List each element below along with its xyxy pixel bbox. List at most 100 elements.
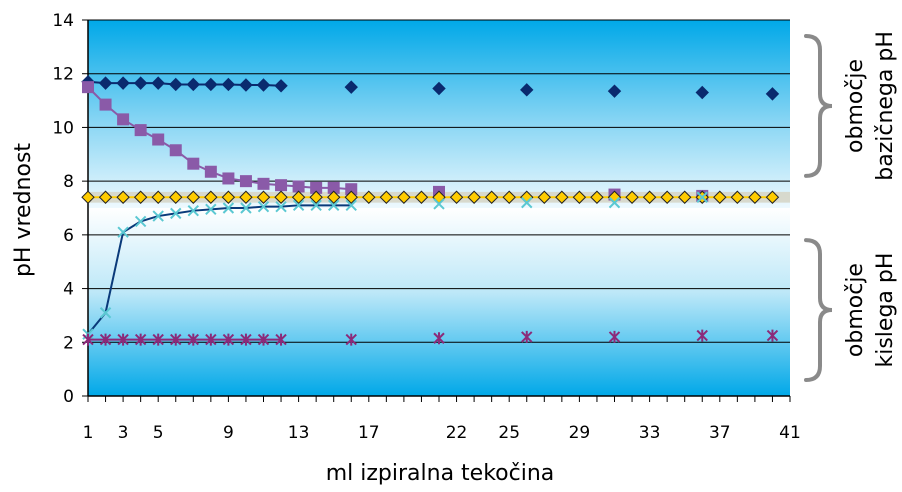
data-point (642, 190, 657, 204)
data-point (677, 190, 692, 204)
x-tick-label: 25 (498, 423, 520, 443)
data-point (414, 190, 429, 204)
data-point (82, 333, 94, 346)
data-point (520, 83, 534, 97)
data-point (660, 190, 674, 204)
data-point (256, 190, 271, 204)
data-point (275, 179, 288, 192)
region-label-line: bazičnega pH (873, 31, 898, 181)
data-point (695, 85, 709, 100)
series-3 (81, 190, 780, 204)
data-point (186, 190, 201, 204)
series-5 (82, 329, 779, 346)
plot-background-upper (88, 20, 790, 208)
data-point (608, 330, 621, 343)
data-point (169, 144, 182, 157)
data-point (275, 200, 287, 213)
data-point (608, 196, 621, 209)
x-tick-label: 37 (709, 423, 731, 443)
data-point (99, 98, 112, 111)
data-point (134, 124, 147, 137)
data-point (433, 332, 445, 345)
data-point (345, 333, 357, 346)
data-point (484, 190, 499, 204)
data-point (345, 199, 357, 212)
data-point (310, 181, 323, 194)
data-point (204, 77, 218, 92)
data-point (204, 165, 217, 178)
data-point (240, 333, 252, 346)
y-tick-label: 12 (52, 65, 74, 85)
data-point (521, 196, 533, 209)
data-point (222, 202, 235, 214)
data-point (152, 210, 164, 222)
data-point (221, 77, 236, 92)
data-point (99, 333, 112, 346)
y-tick-label: 0 (63, 387, 74, 407)
data-point (467, 190, 481, 204)
x-tick-label: 1 (83, 423, 94, 443)
data-point (521, 330, 533, 343)
data-point (625, 190, 639, 204)
data-point (730, 190, 745, 204)
region-label-line: kislega pH (873, 253, 898, 368)
data-point (151, 190, 165, 204)
x-tick-label: 29 (569, 423, 591, 443)
data-point (292, 199, 305, 212)
data-point (748, 190, 762, 204)
data-point (81, 190, 95, 204)
data-point (98, 76, 113, 90)
plot-background-lower (88, 208, 790, 396)
x-tick-label: 9 (223, 423, 234, 443)
data-point (239, 175, 252, 188)
data-point (696, 191, 708, 203)
y-tick-label: 4 (63, 280, 74, 300)
data-point (291, 190, 306, 204)
data-point (449, 190, 464, 204)
data-point (344, 80, 358, 94)
data-point (205, 333, 217, 346)
x-tick-label: 3 (118, 423, 129, 443)
data-point (765, 87, 780, 101)
data-point (309, 190, 323, 204)
data-point (345, 183, 358, 196)
data-point (572, 190, 587, 204)
x-axis-title: ml izpiralna tekočina (326, 461, 555, 486)
series-1 (81, 75, 780, 101)
data-point (327, 199, 340, 212)
x-tick-label: 17 (358, 423, 380, 443)
data-point (151, 76, 165, 90)
data-point (274, 190, 288, 204)
region-label-line: območje (843, 263, 868, 357)
data-point (607, 84, 622, 98)
data-point (187, 204, 200, 217)
data-point (502, 190, 516, 204)
data-point (116, 190, 130, 204)
data-point (433, 198, 445, 210)
data-point (326, 190, 341, 204)
data-point (275, 333, 287, 346)
series-layer (81, 75, 780, 346)
data-point (713, 190, 727, 204)
data-point (696, 329, 708, 342)
data-point (257, 177, 270, 190)
data-point (432, 81, 446, 96)
gridlines (88, 19, 790, 397)
region-brace (804, 238, 833, 382)
series-line (87, 204, 352, 335)
y-axis-title: pH vrednost (11, 143, 36, 277)
data-point (765, 190, 780, 204)
data-point (99, 307, 112, 319)
series-2 (82, 81, 709, 202)
data-point (98, 190, 113, 204)
data-point (274, 79, 288, 93)
data-point (327, 181, 340, 194)
y-tick-label: 14 (52, 11, 74, 31)
data-point (222, 333, 235, 346)
data-point (205, 203, 217, 216)
data-point (204, 190, 218, 204)
x-tick-label: 22 (446, 423, 468, 443)
